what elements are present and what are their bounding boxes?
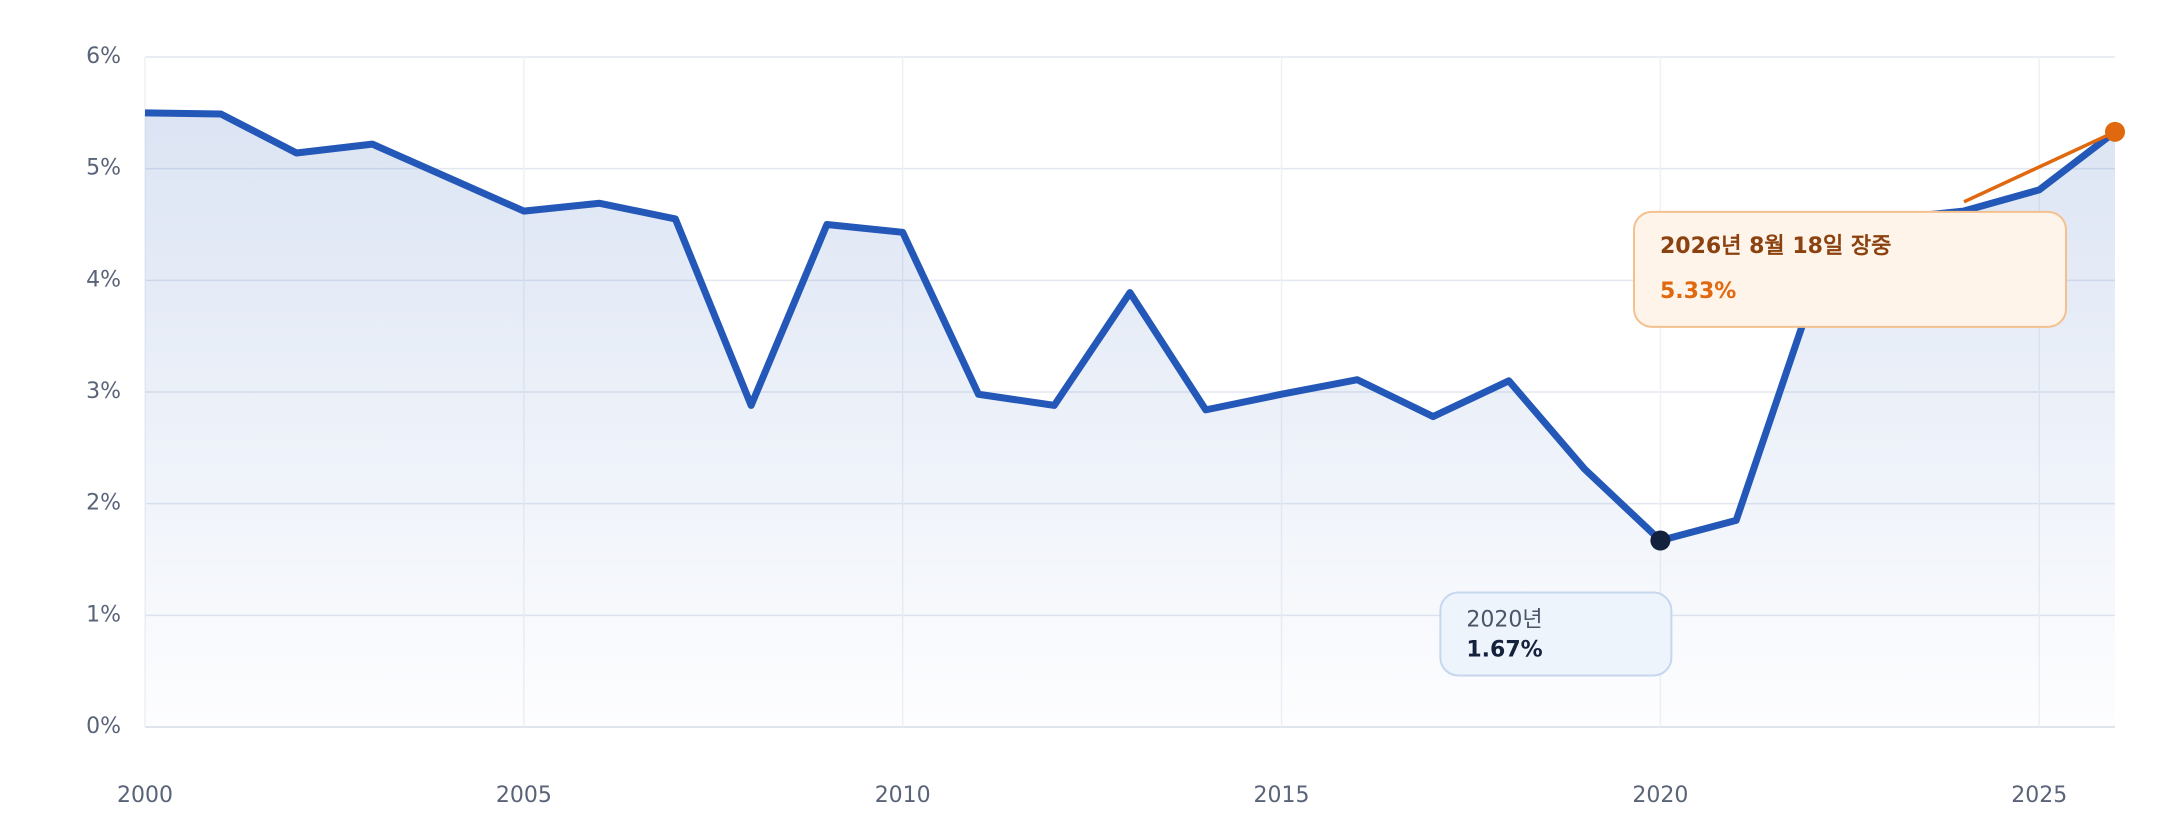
- y-tick-label: 5%: [86, 156, 121, 181]
- x-tick-label: 2000: [117, 783, 173, 808]
- x-tick-label: 2020: [1632, 783, 1688, 808]
- leader-line: [1963, 130, 2116, 204]
- area: [145, 112, 2115, 728]
- tooltip-label: 2020년: [1466, 608, 1542, 633]
- x-tick-label: 2005: [496, 783, 552, 808]
- y-tick-label: 3%: [86, 379, 121, 404]
- y-tick-label: 4%: [86, 267, 121, 292]
- tooltip-value: 1.67%: [1466, 638, 1542, 663]
- x-tick-label: 2010: [875, 783, 931, 808]
- y-tick-label: 0%: [86, 714, 121, 739]
- y-tick-label: 2%: [86, 491, 121, 516]
- tooltip-label: 2026년 8월 18일 장중: [1660, 234, 1891, 259]
- x-tick-label: 2015: [1254, 783, 1310, 808]
- x-tick-label: 2025: [2011, 783, 2067, 808]
- tooltip-value: 5.33%: [1660, 279, 1736, 304]
- tooltip-box: [1439, 591, 1673, 677]
- highlight-point: [1650, 530, 1671, 551]
- y-tick-label: 6%: [86, 44, 121, 69]
- tooltip-box: [1633, 210, 2067, 328]
- y-tick-label: 1%: [86, 602, 121, 627]
- line: [144, 109, 2118, 545]
- highlight-point: [2105, 121, 2125, 142]
